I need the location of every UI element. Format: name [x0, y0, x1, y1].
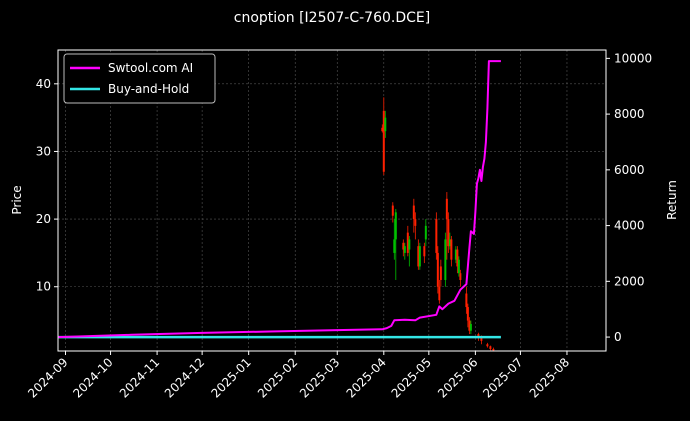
x-tick-label: 2025-02 — [255, 355, 300, 400]
candle-body — [444, 239, 447, 280]
candle-body — [439, 266, 442, 280]
right-y-tick-label: 10000 — [614, 51, 652, 65]
candle-body — [450, 239, 453, 260]
candle-body — [469, 323, 472, 331]
candle-body — [435, 219, 438, 253]
legend-box — [63, 53, 216, 104]
candle-body — [492, 348, 495, 351]
candle-body — [445, 198, 448, 220]
candle-body — [436, 252, 439, 287]
candle-body — [417, 246, 420, 267]
candle-body — [391, 205, 394, 216]
candle-body — [465, 293, 468, 308]
x-tick-label: 2025-07 — [480, 355, 525, 400]
left-y-axis-label: Price — [10, 185, 24, 214]
candle-body — [477, 334, 480, 338]
candle-body — [447, 219, 450, 247]
x-tick-label: 2024-12 — [162, 355, 207, 400]
candle-body — [424, 225, 427, 240]
candle-body — [408, 239, 411, 250]
x-tick-label: 2024-10 — [70, 355, 115, 400]
legend-label-buy-hold: Buy-and-Hold — [108, 82, 189, 96]
right-y-ticks: 0 2000 4000 6000 8000 10000 — [606, 51, 652, 344]
candle-body — [480, 337, 483, 341]
left-y-tick-label: 20 — [36, 212, 51, 226]
right-y-tick-label: 6000 — [614, 163, 645, 177]
left-y-ticks: 10 20 30 40 — [36, 77, 58, 294]
right-y-tick-label: 2000 — [614, 274, 645, 288]
right-y-axis-label: Return — [665, 180, 679, 220]
x-tick-label: 2025-01 — [208, 355, 253, 400]
candle-body — [438, 286, 441, 301]
grid — [58, 50, 606, 351]
x-tick-label: 2025-08 — [527, 355, 572, 400]
left-y-tick-label: 10 — [36, 280, 51, 294]
x-tick-label: 2024-11 — [117, 355, 162, 400]
candle-body — [448, 239, 451, 247]
candle-body — [418, 246, 421, 267]
candle-body — [456, 249, 459, 267]
right-y-tick-label: 8000 — [614, 107, 645, 121]
candle-body — [486, 344, 489, 347]
x-tick-label: 2025-03 — [297, 355, 342, 400]
candle-body — [402, 242, 405, 250]
candle-body — [423, 246, 426, 257]
legend-label-strategy: Swtool.com AI — [108, 61, 193, 75]
candle-body — [393, 239, 396, 253]
left-y-tick-label: 40 — [36, 77, 51, 91]
candle-body — [394, 212, 397, 240]
candle-body — [468, 320, 471, 331]
x-tick-label: 2025-05 — [389, 355, 434, 400]
candle-body — [406, 232, 409, 253]
x-ticks: 2024-09 2024-10 2024-11 2024-12 2025-01 2025-… — [25, 351, 572, 401]
chart-title: cnoption [I2507-C-760.DCE] — [234, 10, 430, 26]
x-tick-label: 2025-04 — [344, 355, 389, 400]
candle-body — [466, 307, 469, 321]
candle-body — [381, 127, 384, 132]
candle-body — [459, 273, 462, 280]
right-y-tick-label: 0 — [614, 330, 622, 344]
candle-body — [414, 219, 417, 226]
plot-frame — [57, 49, 607, 352]
candles — [381, 97, 495, 351]
legend: Swtool.com AI Buy-and-Hold — [63, 53, 216, 104]
candle-body — [384, 117, 387, 132]
x-tick-label: 2025-06 — [435, 355, 480, 400]
x-tick-label: 2024-09 — [25, 355, 70, 400]
candle-body — [382, 110, 385, 172]
candle-body — [489, 346, 492, 349]
candle-body — [457, 259, 460, 274]
candle-body — [412, 205, 415, 220]
series-lines — [57, 60, 501, 339]
left-y-tick-label: 30 — [36, 144, 51, 158]
candle-body — [403, 246, 406, 253]
right-y-tick-label: 4000 — [614, 219, 645, 233]
candle-body — [454, 249, 457, 260]
series-line-strategy — [57, 60, 501, 339]
